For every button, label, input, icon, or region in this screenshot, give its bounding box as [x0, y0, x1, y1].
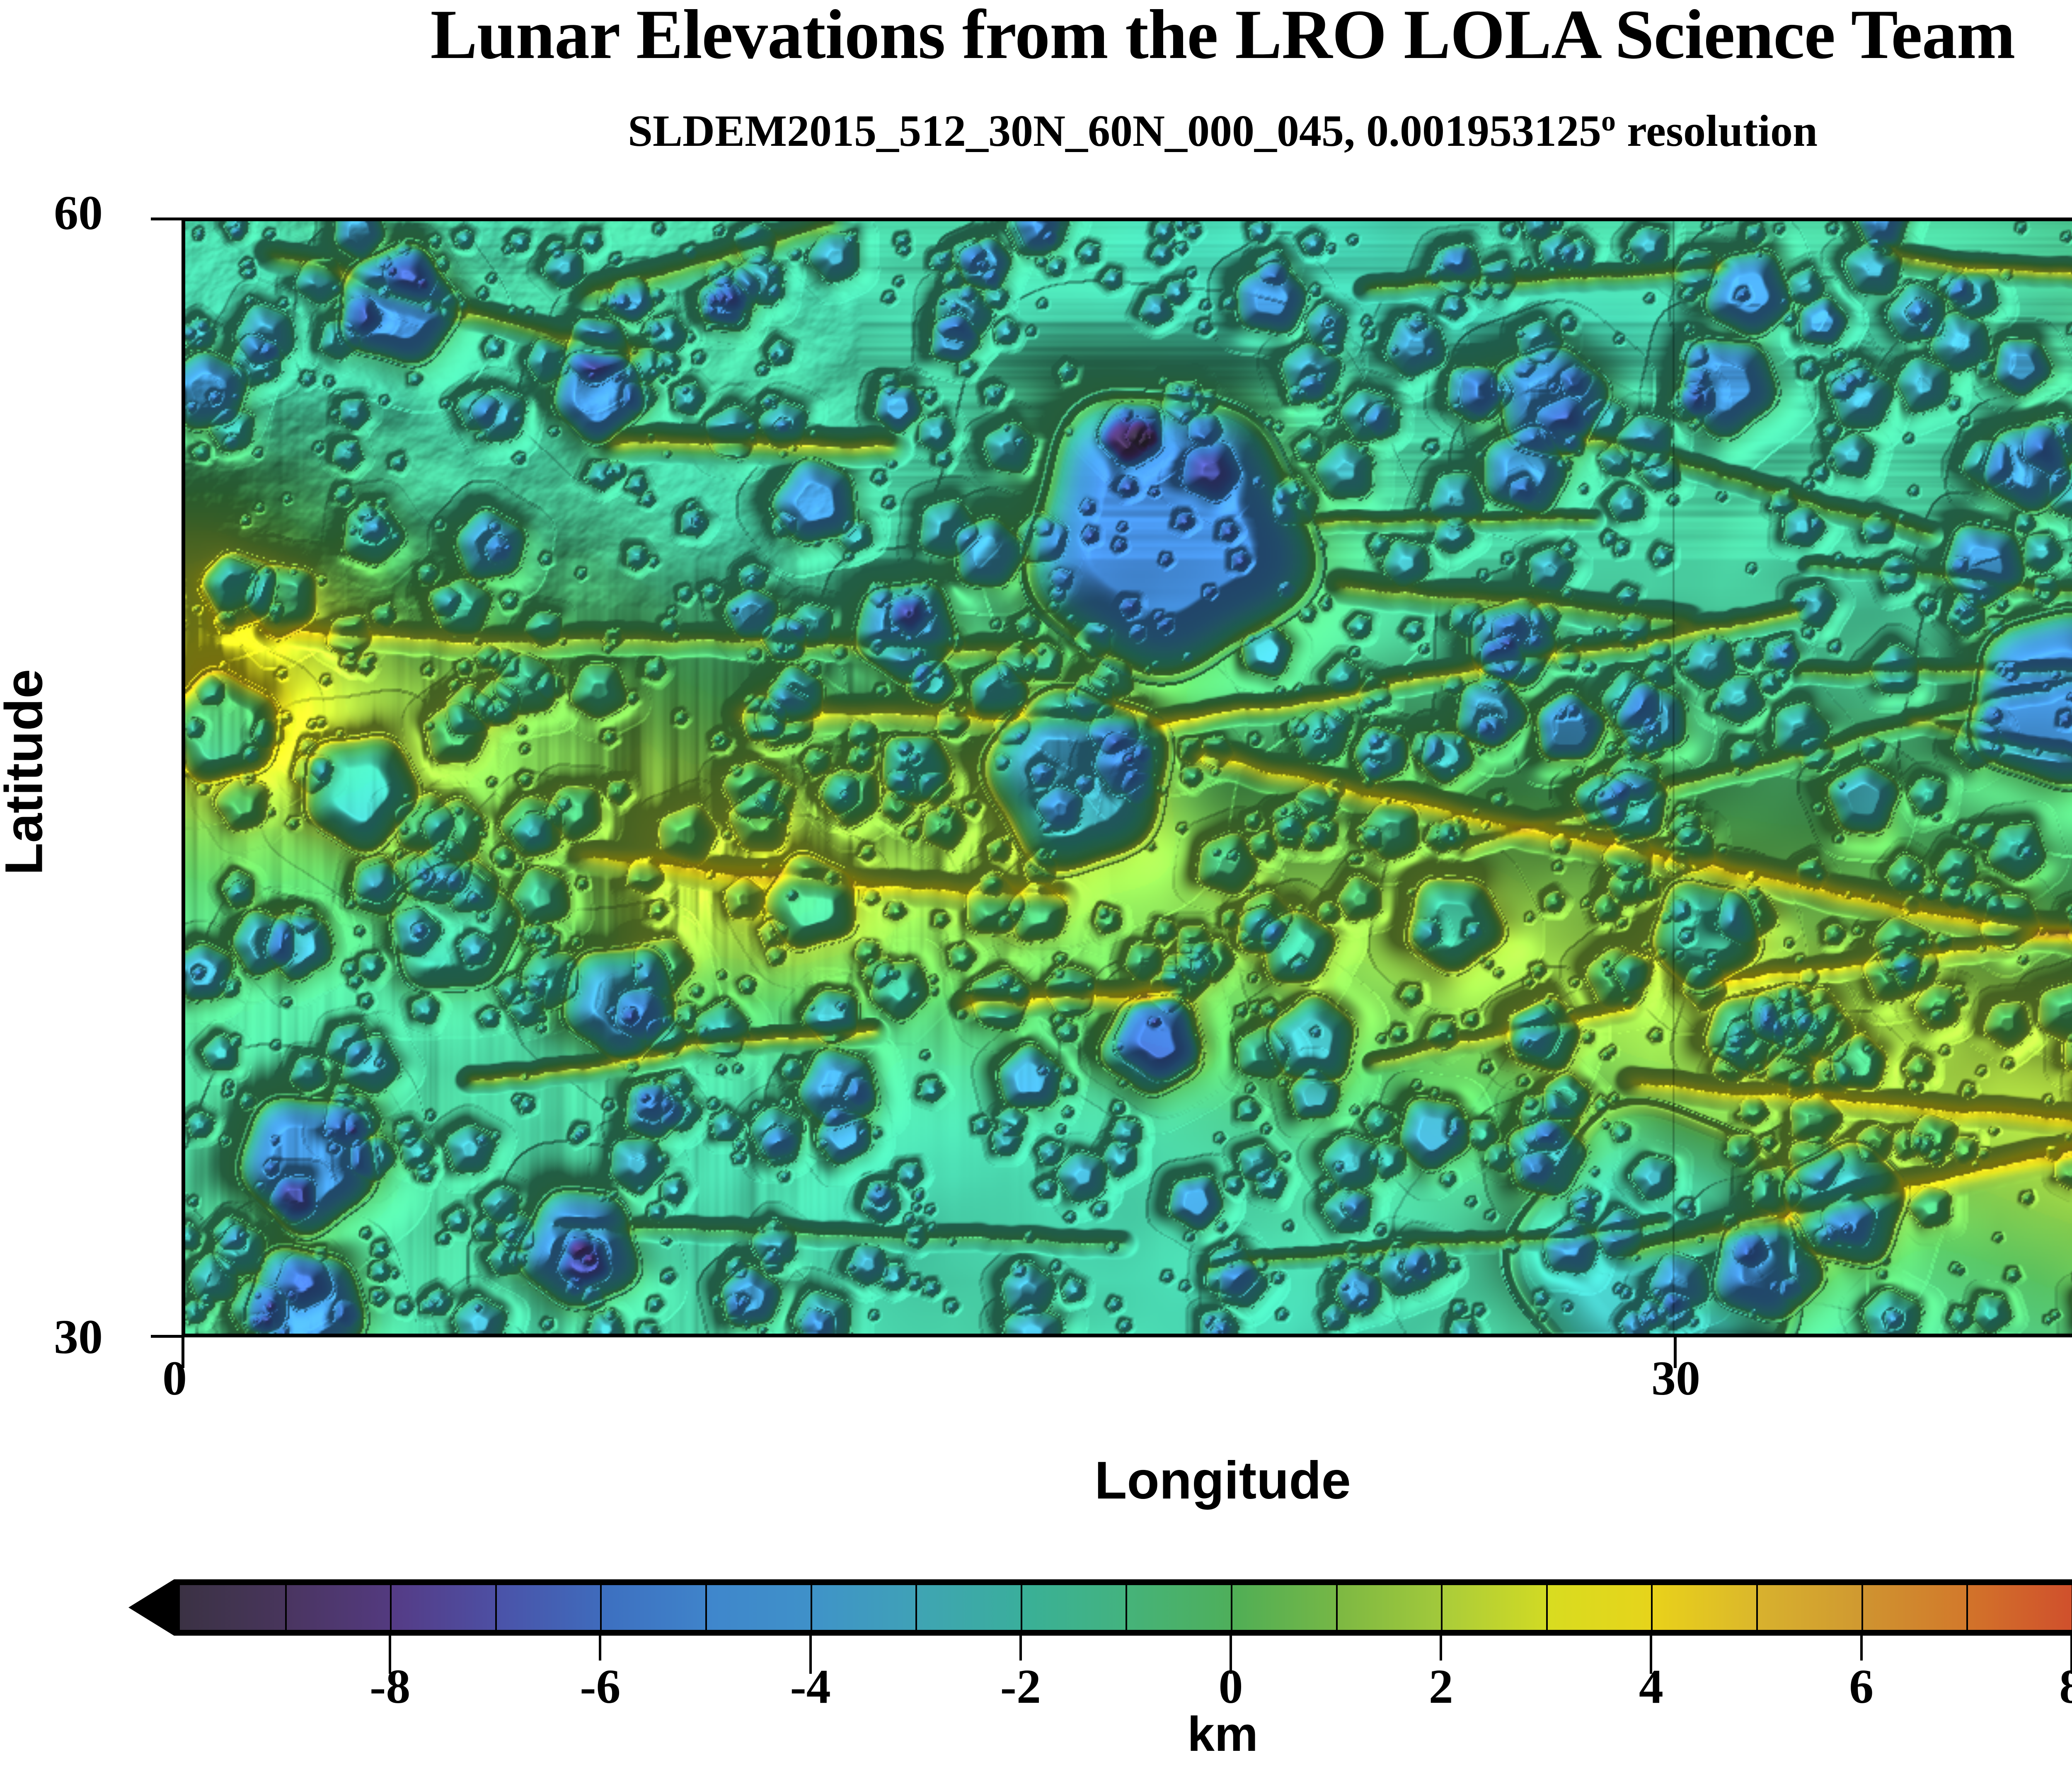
colorbar-band-divider	[810, 1585, 812, 1630]
colorbar-band-divider	[1126, 1585, 1128, 1630]
subtitle-dataset: SLDEM2015_512_30N_60N_000_045, 0.0019531…	[627, 106, 1601, 156]
colorbar-band-divider	[1966, 1585, 1968, 1630]
lunar-elevation-heatmap	[185, 221, 2072, 1334]
colorbar-band-divider	[1441, 1585, 1443, 1630]
colorbar-tick	[1440, 1636, 1443, 1661]
xtick-30	[1674, 1337, 1677, 1368]
colorbar-tick-label: -2	[1000, 1659, 1041, 1714]
colorbar-band-divider	[390, 1585, 392, 1630]
page-subtitle: SLDEM2015_512_30N_60N_000_045, 0.0019531…	[0, 105, 2072, 156]
ytick-label-60: 60	[54, 186, 103, 240]
colorbar-tick	[599, 1636, 602, 1661]
colorbar-band-divider	[1861, 1585, 1863, 1630]
colorbar-band-divider	[600, 1585, 602, 1630]
colorbar-gradient	[180, 1585, 2072, 1630]
subtitle-resolution-word: resolution	[1616, 106, 1818, 156]
colorbar-tick-label: 4	[1639, 1659, 1663, 1714]
colorbar-band-divider	[915, 1585, 917, 1630]
colorbar-band-divider	[1231, 1585, 1232, 1630]
colorbar-bar[interactable]	[174, 1579, 2072, 1636]
colorbar-unit-label: km	[1187, 1707, 1258, 1762]
colorbar-tick	[809, 1636, 812, 1674]
colorbar-tick-label: -4	[790, 1659, 831, 1714]
colorbar-tick	[389, 1636, 392, 1674]
colorbar-band-divider	[1020, 1585, 1022, 1630]
y-axis-label: Latitude	[0, 669, 54, 875]
map-plot-area[interactable]	[182, 218, 2072, 1337]
ytick-60	[151, 218, 183, 220]
colorbar-tick-label: 8	[2059, 1659, 2072, 1714]
colorbar-tick	[1019, 1636, 1022, 1661]
colorbar-tick-label: 6	[1849, 1659, 1874, 1714]
colorbar-tick-label: -8	[370, 1659, 411, 1714]
degree-symbol: o	[1601, 105, 1616, 137]
xtick-label-0: 0	[162, 1351, 187, 1405]
colorbar-band-divider	[1756, 1585, 1758, 1630]
colorbar-band-divider	[1546, 1585, 1548, 1630]
colorbar-tick	[1860, 1636, 1863, 1661]
x-axis-label: Longitude	[1094, 1451, 1351, 1510]
colorbar-tick	[1650, 1636, 1653, 1674]
colorbar-tick-label: -6	[580, 1659, 621, 1714]
page-title: Lunar Elevations from the LRO LOLA Scien…	[430, 0, 2016, 73]
colorbar-tick-label: 0	[1218, 1659, 1243, 1714]
colorbar-low-extend-arrow-icon	[128, 1579, 174, 1636]
ytick-30	[151, 1335, 183, 1338]
colorbar-band-divider	[1651, 1585, 1653, 1630]
colorbar-band-divider	[1336, 1585, 1338, 1630]
colorbar-band-divider	[495, 1585, 497, 1630]
colorbar-band-divider	[705, 1585, 707, 1630]
colorbar-band-divider	[285, 1585, 287, 1630]
colorbar: -8-6-4-20246810	[0, 1579, 2072, 1762]
xtick-0	[182, 1337, 184, 1368]
ytick-label-30: 30	[54, 1310, 103, 1364]
colorbar-tick-label: 2	[1428, 1659, 1453, 1714]
xtick-label-30: 30	[1651, 1351, 1700, 1405]
colorbar-tick	[1230, 1636, 1232, 1674]
colorbar-tick	[2070, 1636, 2072, 1674]
